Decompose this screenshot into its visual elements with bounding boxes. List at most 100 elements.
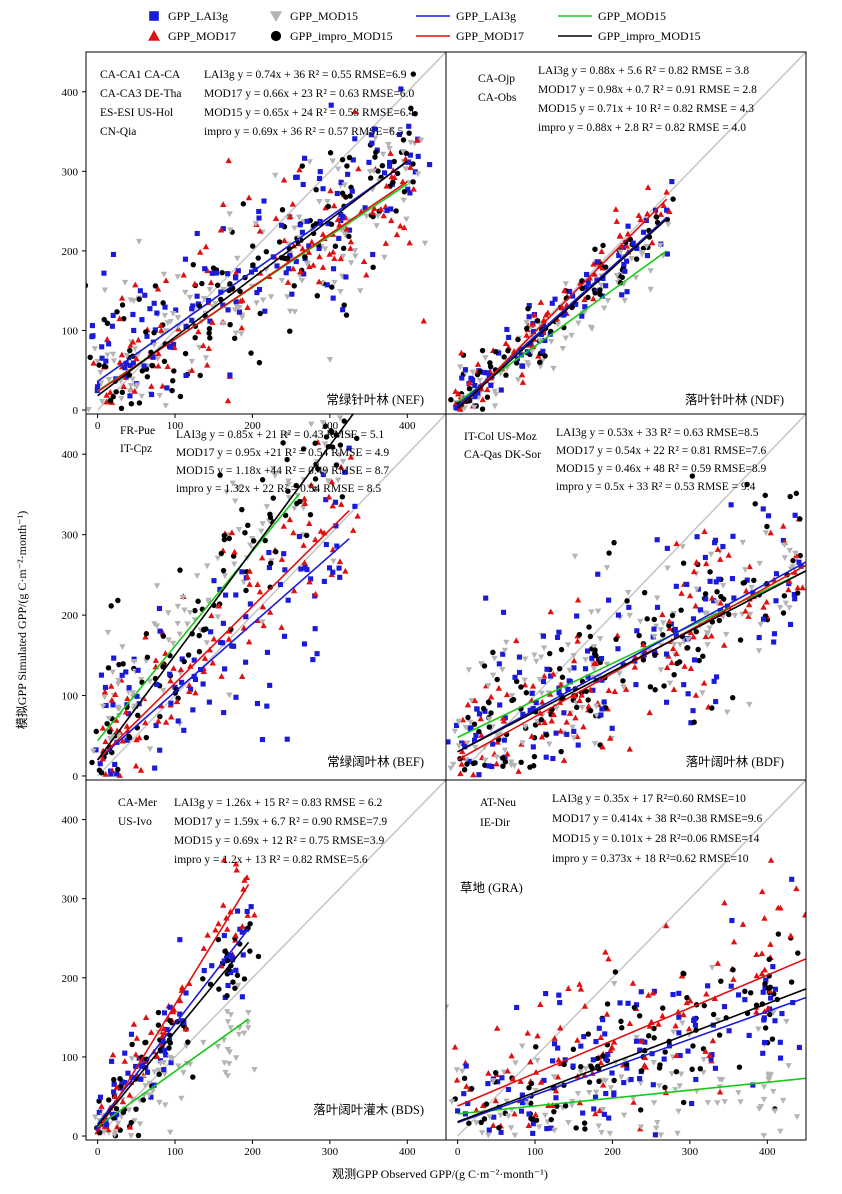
point-lai [760, 616, 767, 622]
point-imp [637, 1107, 644, 1113]
point-m17 [608, 1044, 615, 1051]
point-m15 [347, 260, 355, 266]
point-lai [161, 1010, 168, 1016]
point-m15 [339, 253, 347, 260]
point-m17 [534, 1032, 541, 1039]
point-lai [713, 699, 719, 705]
point-m17 [148, 383, 155, 389]
point-imp [624, 598, 630, 604]
point-m15 [308, 421, 315, 428]
point-m17 [550, 670, 557, 677]
point-m15 [489, 672, 497, 679]
point-lai [190, 303, 196, 309]
point-m15 [231, 561, 238, 568]
point-imp [379, 162, 386, 169]
point-m15 [523, 319, 530, 326]
point-m15 [503, 639, 510, 646]
point-m15 [226, 211, 233, 218]
site-label: FR-Pue [120, 425, 155, 437]
point-lai [332, 499, 339, 505]
point-m17 [155, 362, 162, 369]
point-lai [220, 620, 226, 626]
point-m17 [508, 1052, 515, 1059]
point-m17 [606, 734, 614, 741]
point-m15 [637, 1124, 645, 1131]
point-m15 [565, 1120, 572, 1126]
point-m15 [465, 667, 473, 674]
point-lai [585, 280, 591, 286]
point-imp [661, 683, 667, 689]
point-lai [530, 744, 536, 750]
point-m15 [224, 1009, 231, 1015]
point-m15 [497, 1112, 504, 1119]
point-m15 [779, 1097, 787, 1104]
point-m15 [245, 1025, 252, 1032]
point-imp [119, 302, 126, 308]
point-lai [640, 229, 647, 235]
point-m15 [151, 1069, 158, 1076]
point-m17 [336, 558, 344, 565]
point-m15 [540, 645, 548, 652]
point-imp [224, 957, 231, 964]
point-lai [302, 155, 308, 161]
point-m15 [101, 694, 108, 701]
point-m15 [473, 1120, 480, 1126]
point-lai [289, 291, 295, 297]
y-tick-label: 300 [62, 530, 79, 542]
point-imp [347, 193, 353, 199]
point-lai [504, 326, 510, 333]
point-imp [346, 154, 353, 161]
point-m17 [760, 603, 767, 610]
point-lai [553, 730, 559, 736]
legend-line-label-imp: GPP_impro_MOD15 [598, 29, 701, 43]
site-label: CA-Qas DK-Sor [464, 449, 541, 461]
point-lai [282, 567, 288, 573]
point-m17 [502, 340, 510, 346]
axis-labels: 观测GPP Observed GPP/(g C·m⁻²·month⁻¹) 模拟G… [15, 511, 548, 1181]
point-m17 [402, 155, 409, 162]
regression-stats: MOD17 y = 0.98x + 0.7 R² = 0.91 RMSE = 2… [538, 84, 757, 96]
point-imp [710, 1011, 717, 1018]
point-m15 [115, 1120, 122, 1127]
point-m17 [692, 692, 700, 698]
point-imp [106, 1097, 112, 1103]
point-imp [604, 1001, 611, 1007]
point-m15 [782, 600, 790, 607]
point-m17 [590, 660, 598, 666]
point-m17 [458, 761, 465, 767]
point-m17 [626, 1020, 634, 1027]
point-m17 [690, 568, 698, 575]
point-imp [714, 589, 720, 595]
x-tick-label: 0 [95, 1146, 101, 1158]
point-lai [151, 1082, 157, 1088]
point-lai [123, 669, 129, 675]
point-lai [230, 956, 236, 962]
point-m15 [178, 1095, 185, 1102]
point-imp [171, 368, 177, 374]
point-imp [528, 1115, 534, 1122]
point-m15 [522, 724, 529, 730]
point-m17 [406, 239, 413, 246]
point-m15 [559, 345, 567, 352]
point-m17 [272, 215, 280, 221]
point-m17 [528, 732, 535, 739]
point-m15 [119, 644, 126, 651]
point-m17 [485, 1069, 492, 1076]
point-m17 [290, 242, 298, 249]
point-lai [281, 633, 288, 639]
point-lai [463, 1063, 469, 1069]
point-lai [649, 1051, 655, 1057]
point-m15 [462, 724, 470, 731]
point-m17 [565, 985, 572, 991]
point-m17 [590, 295, 597, 302]
point-lai [287, 252, 293, 259]
point-imp [523, 690, 530, 696]
point-m17 [260, 622, 267, 629]
point-m17 [186, 688, 193, 695]
point-lai [465, 1100, 471, 1107]
point-lai [489, 763, 495, 770]
y-tick-label: 100 [62, 1052, 79, 1064]
point-m17 [596, 1107, 603, 1114]
point-lai [323, 541, 329, 548]
